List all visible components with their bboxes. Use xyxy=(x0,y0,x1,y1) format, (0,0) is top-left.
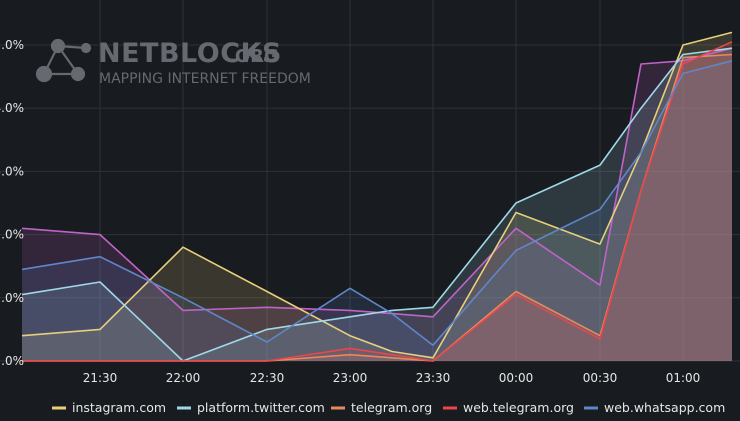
legend-item[interactable]: web.whatsapp.com xyxy=(584,400,725,415)
y-axis-ticks: .0% 1.0% 2.0% 3.0% 4.0% 5.0% xyxy=(0,38,24,368)
network-nodes-icon xyxy=(35,38,92,83)
x-tick-label: 22:00 xyxy=(166,371,201,385)
legend-item[interactable]: instagram.com xyxy=(52,400,166,415)
series-area-4 xyxy=(22,41,732,362)
y-tick-label: 3.0% xyxy=(0,164,24,178)
netblocks-watermark: NETBLOCKS .ORG MAPPING INTERNET FREEDOM xyxy=(35,38,311,87)
legend-label: web.telegram.org xyxy=(463,400,574,415)
x-tick-label: 23:30 xyxy=(416,371,451,385)
series-area-1 xyxy=(22,32,732,362)
series-line-1 xyxy=(21,31,733,359)
y-tick-label: .0% xyxy=(1,354,24,368)
legend-item[interactable]: web.telegram.org xyxy=(443,400,574,415)
legend-label: telegram.org xyxy=(351,400,432,415)
legend: g.com instagram.com platform.twitter.com te… xyxy=(0,400,725,415)
x-tick-label: 23:00 xyxy=(333,371,368,385)
legend-item[interactable]: telegram.org xyxy=(331,400,432,415)
series-line-0 xyxy=(21,47,733,318)
watermark-brand: NETBLOCKS xyxy=(98,38,282,69)
y-tick-label: 5.0% xyxy=(0,38,24,52)
x-tick-label: 22:30 xyxy=(250,371,285,385)
x-tick-label: 21:30 xyxy=(83,371,118,385)
y-tick-label: 2.0% xyxy=(0,228,24,242)
legend-label: platform.twitter.com xyxy=(197,400,325,415)
legend-label: g.com xyxy=(0,400,1,415)
y-tick-label: 4.0% xyxy=(0,101,24,115)
legend-item[interactable]: g.com xyxy=(0,400,1,415)
series-line-4 xyxy=(22,41,733,362)
legend-label: web.whatsapp.com xyxy=(604,400,725,415)
series-area-2 xyxy=(22,48,732,361)
series-areas xyxy=(22,32,732,362)
x-tick-label: 01:00 xyxy=(666,371,701,385)
legend-label: instagram.com xyxy=(72,400,166,415)
watermark-tagline: MAPPING INTERNET FREEDOM xyxy=(99,71,311,87)
grid-lines xyxy=(0,0,740,362)
x-tick-label: 00:30 xyxy=(583,371,618,385)
series-line-5 xyxy=(21,60,733,347)
series-area-3 xyxy=(22,54,732,361)
series-area-0 xyxy=(22,48,732,361)
y-tick-label: 1.0% xyxy=(0,291,24,305)
x-axis-ticks: 21:30 22:00 22:30 23:00 23:30 00:00 00:30 01:00 xyxy=(83,371,701,385)
series-line-2 xyxy=(21,47,733,362)
watermark-domain: .ORG xyxy=(228,46,279,67)
legend-item[interactable]: platform.twitter.com xyxy=(177,400,325,415)
series-lines xyxy=(21,31,733,362)
series-area-5 xyxy=(22,60,732,362)
x-tick-label: 00:00 xyxy=(499,371,534,385)
